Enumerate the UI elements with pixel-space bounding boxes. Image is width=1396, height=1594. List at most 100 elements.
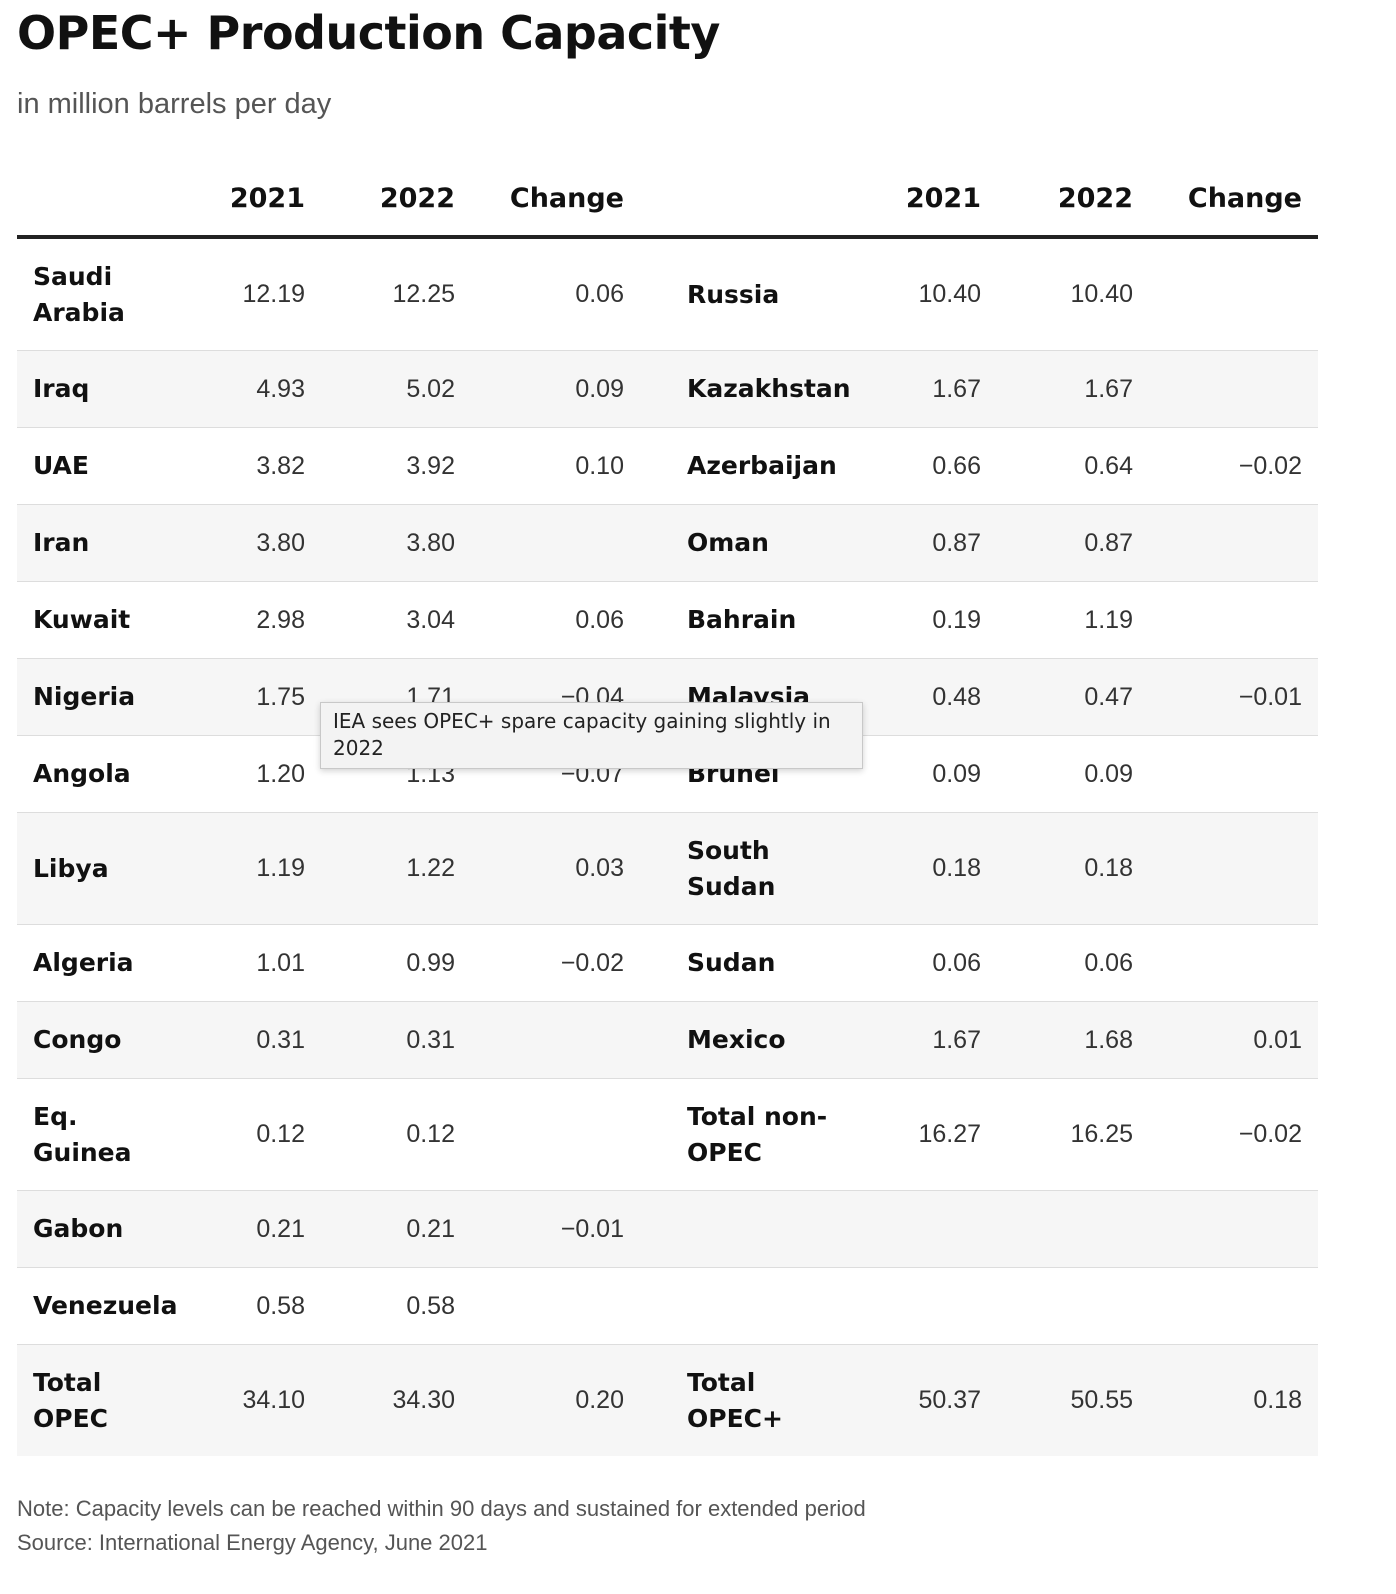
cell-nonopec-country: Sudan: [687, 948, 776, 977]
table-row: Iraq 4.93 5.02 0.09 Kazakhstan 1.67 1.67: [17, 351, 1318, 428]
cell-opec-2022: 0.99: [406, 948, 455, 977]
cell-nonopec-2021: 0.66: [932, 451, 981, 480]
table-row: Gabon 0.21 0.21 −0.01: [17, 1191, 1318, 1268]
cell-nonopec-2022: 0.47: [1084, 682, 1133, 711]
table-row: Libya 1.19 1.22 0.03 South Sudan 0.18 0.18: [17, 813, 1318, 925]
chart-subtitle: in million barrels per day: [17, 88, 332, 120]
cell-nonopec-country: [687, 1268, 867, 1344]
header-nonopec-2022: 2022: [1057, 183, 1133, 214]
cell-opec-2022: 0.31: [406, 1025, 455, 1054]
cell-nonopec-change: [1157, 1191, 1302, 1267]
cell-nonopec-country: Bahrain: [687, 605, 797, 634]
capacity-table: 2021 2022 Change 2021 2022 Change Saudi …: [17, 165, 1318, 1456]
cell-nonopec-2021: 0.48: [932, 682, 981, 711]
cell-nonopec-change: [1157, 736, 1302, 812]
cell-nonopec-2021: 0.87: [932, 528, 981, 557]
table-row: Saudi Arabia 12.19 12.25 0.06 Russia 10.40 10.…: [17, 239, 1318, 351]
cell-nonopec-2022: 1.68: [1084, 1025, 1133, 1054]
cell-nonopec-change: [1157, 239, 1302, 350]
table-body: Saudi Arabia 12.19 12.25 0.06 Russia 10.40 10.…: [17, 239, 1318, 1456]
cell-nonopec-2022: 50.55: [1070, 1386, 1133, 1414]
cell-nonopec-country: Total non- OPEC: [687, 1101, 828, 1167]
cell-nonopec-2022: 10.40: [1070, 280, 1133, 308]
cell-nonopec-2021: 10.40: [918, 280, 981, 308]
cell-opec-country: Saudi Arabia: [33, 261, 125, 327]
cell-opec-country: Iran: [33, 528, 90, 557]
cell-nonopec-2022: 0.09: [1084, 759, 1133, 788]
table-row: Total OPEC 34.10 34.30 0.20 Total OPEC+ 50.37…: [17, 1345, 1318, 1456]
cell-nonopec-change: 0.01: [1253, 1025, 1302, 1054]
header-nonopec-2021: 2021: [905, 183, 981, 214]
cell-nonopec-country: [687, 1191, 867, 1267]
cell-opec-2021: 34.10: [242, 1386, 305, 1414]
table-row: Congo 0.31 0.31 Mexico 1.67 1.68 0.01: [17, 1002, 1318, 1079]
cell-opec-country: Venezuela: [33, 1291, 178, 1320]
cell-opec-country: UAE: [33, 451, 89, 480]
header-opec-2021: 2021: [229, 183, 305, 214]
cell-opec-2022: 3.80: [406, 528, 455, 557]
cell-nonopec-2021: 1.67: [932, 374, 981, 403]
cell-nonopec-2021: [852, 1268, 981, 1344]
cell-nonopec-2021: 0.06: [932, 948, 981, 977]
cell-opec-change: 0.03: [575, 854, 624, 882]
cell-nonopec-2021: [852, 1191, 981, 1267]
cell-nonopec-2022: 1.67: [1084, 374, 1133, 403]
cell-opec-country: Iraq: [33, 374, 90, 403]
footnote: Note: Capacity levels can be reached wit…: [17, 1496, 866, 1521]
table-row: Kuwait 2.98 3.04 0.06 Bahrain 0.19 1.19: [17, 582, 1318, 659]
cell-opec-change: [487, 1268, 624, 1344]
cell-nonopec-country: South Sudan: [687, 835, 776, 901]
cell-opec-2021: 1.75: [256, 682, 305, 711]
cell-opec-country: Total OPEC: [33, 1367, 108, 1433]
cell-opec-2022: 12.25: [392, 280, 455, 308]
cell-nonopec-2021: 0.18: [932, 854, 981, 882]
cell-opec-2021: 0.12: [256, 1120, 305, 1148]
cell-opec-2022: 3.92: [406, 451, 455, 480]
cell-nonopec-change: [1157, 351, 1302, 427]
cell-nonopec-country: Mexico: [687, 1025, 786, 1054]
cell-opec-country: Libya: [33, 853, 109, 883]
cell-opec-2021: 0.58: [256, 1291, 305, 1320]
cell-opec-2021: 3.82: [256, 451, 305, 480]
cell-opec-change: 0.10: [575, 451, 624, 480]
cell-opec-2022: 0.12: [406, 1120, 455, 1148]
cell-nonopec-change: [1157, 582, 1302, 658]
cell-opec-2021: 3.80: [256, 528, 305, 557]
cell-opec-change: −0.01: [560, 1214, 624, 1243]
cell-opec-2021: 0.31: [256, 1025, 305, 1054]
cell-opec-change: [487, 1002, 624, 1078]
cell-nonopec-2021: 16.27: [918, 1120, 981, 1148]
cell-opec-change: 0.06: [575, 280, 624, 308]
tooltip: IEA sees OPEC+ spare capacity gaining sl…: [320, 702, 863, 769]
cell-opec-2021: 4.93: [256, 374, 305, 403]
cell-nonopec-change: −0.02: [1238, 1120, 1302, 1148]
cell-opec-2022: 34.30: [392, 1386, 455, 1414]
cell-nonopec-country: Kazakhstan: [687, 374, 851, 403]
cell-opec-2022: 0.58: [406, 1291, 455, 1320]
cell-opec-country: Eq. Guinea: [33, 1101, 132, 1167]
cell-opec-2022: 5.02: [406, 374, 455, 403]
table-header: 2021 2022 Change 2021 2022 Change: [17, 165, 1318, 239]
cell-nonopec-2022: 0.06: [1084, 948, 1133, 977]
cell-opec-country: Algeria: [33, 948, 134, 977]
cell-nonopec-2022: 0.87: [1084, 528, 1133, 557]
header-opec-change: Change: [509, 183, 624, 214]
source-note: Source: International Energy Agency, Jun…: [17, 1530, 488, 1555]
cell-nonopec-2021: 50.37: [918, 1386, 981, 1414]
cell-opec-2021: 12.19: [242, 280, 305, 308]
cell-opec-country: Gabon: [33, 1214, 124, 1243]
cell-nonopec-2021: 0.19: [932, 605, 981, 634]
cell-nonopec-2021: 0.09: [932, 759, 981, 788]
cell-opec-change: 0.09: [575, 374, 624, 403]
cell-opec-change: [487, 1079, 624, 1190]
cell-nonopec-country: Russia: [687, 279, 780, 309]
cell-nonopec-change: −0.01: [1238, 682, 1302, 711]
cell-opec-country: Nigeria: [33, 682, 136, 711]
cell-nonopec-2022: [1002, 1191, 1133, 1267]
cell-opec-country: Kuwait: [33, 605, 131, 634]
cell-opec-2022: 1.22: [406, 854, 455, 882]
cell-nonopec-2021: 1.67: [932, 1025, 981, 1054]
cell-nonopec-country: Total OPEC+: [687, 1367, 783, 1433]
cell-nonopec-2022: 1.19: [1084, 605, 1133, 634]
cell-nonopec-change: [1157, 1268, 1302, 1344]
